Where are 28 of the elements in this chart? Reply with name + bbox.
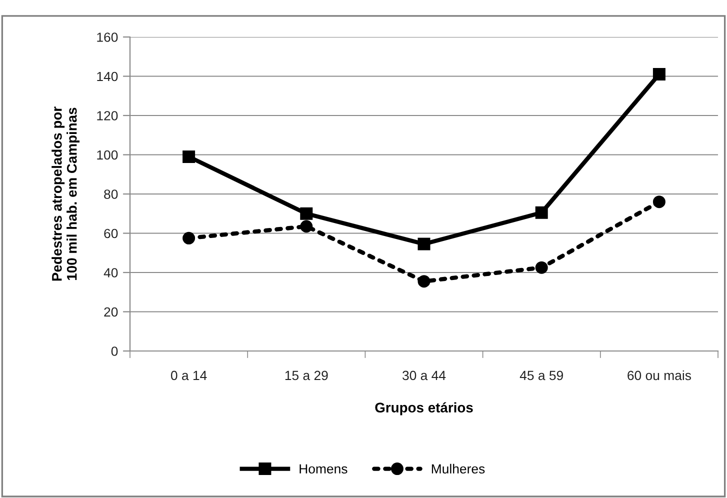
point	[652, 196, 666, 208]
point	[300, 207, 313, 220]
point	[418, 275, 430, 288]
legend-label: Mulheres	[432, 464, 485, 474]
y-tick-label: 140	[97, 72, 118, 82]
x-tick-label: 30 a 44	[402, 370, 446, 380]
point	[182, 150, 196, 163]
y-tick-label: 120	[97, 111, 118, 120]
point	[652, 68, 666, 81]
x-tick-label: 45 a 59	[520, 370, 563, 380]
x-tick-label: 0 a 14	[170, 370, 207, 380]
y-axis-title: Pedestres atropelados por 100 mil hab. em Campinas	[52, 106, 80, 281]
point	[300, 220, 313, 233]
point	[182, 232, 196, 244]
y-tick-label: 0	[111, 346, 118, 356]
point	[535, 206, 548, 219]
y-tick-label: 160	[97, 32, 118, 42]
y-tick-label: 60	[104, 228, 118, 238]
y-tick-label: 80	[104, 190, 118, 199]
x-tick-label: 60 ou mais	[628, 370, 691, 380]
x-axis-title: Grupos etários	[375, 402, 473, 416]
point	[535, 261, 548, 274]
point	[418, 238, 430, 250]
y-tick-label: 40	[104, 268, 118, 278]
y-tick-label: 100	[97, 150, 118, 160]
y-tick-label: 20	[104, 307, 118, 317]
legend-label: Homens	[300, 464, 348, 474]
x-tick-label: 15 a 29	[285, 370, 328, 380]
